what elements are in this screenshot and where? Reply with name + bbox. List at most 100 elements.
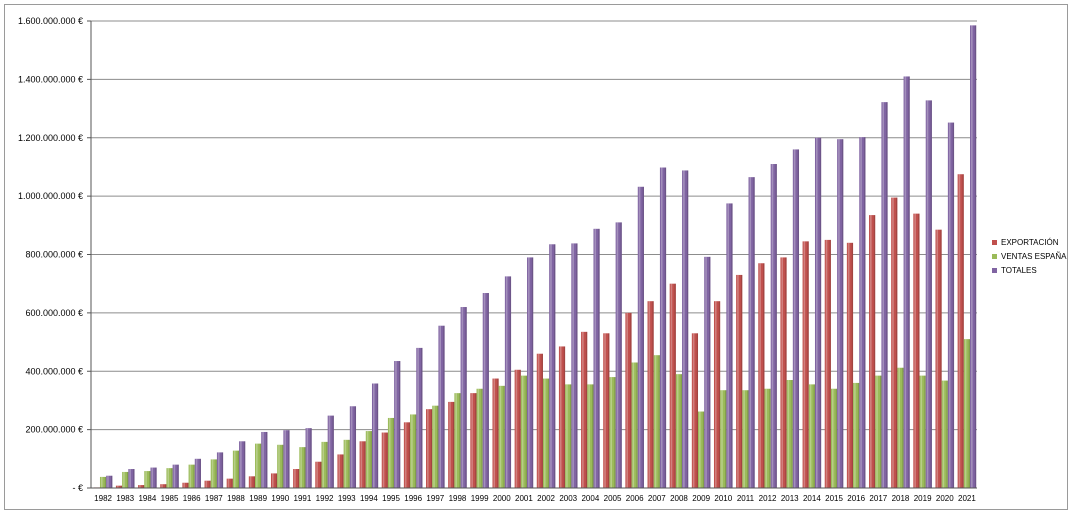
- bar-highlight: [338, 454, 341, 488]
- x-tick-label: 1985: [161, 494, 179, 503]
- bar-highlight: [870, 215, 872, 489]
- bar-ventas-espa-a-1988: [232, 450, 240, 488]
- bar-highlight: [316, 461, 318, 488]
- bar-body: [371, 383, 379, 488]
- x-tick-label: 1992: [316, 494, 334, 503]
- bar-highlight: [737, 274, 739, 488]
- bar-shade: [686, 170, 689, 488]
- legend-swatch: [992, 268, 997, 273]
- bar-body: [527, 257, 534, 488]
- bar-totales-2014: [814, 137, 822, 488]
- bar-ventas-espa-a-1999: [476, 388, 483, 488]
- x-tick-label: 1999: [471, 494, 489, 503]
- x-tick-label: 1987: [205, 494, 223, 503]
- bar-exportaci-n-2015: [824, 239, 831, 488]
- bar-shade: [364, 441, 366, 488]
- x-tick-label: 1997: [426, 494, 444, 503]
- bar-body: [454, 393, 461, 488]
- bar-exportaci-n-1991: [293, 469, 300, 488]
- bar-shade: [332, 415, 334, 488]
- bar-shade: [962, 174, 964, 488]
- bar-shade: [120, 485, 123, 488]
- bar-highlight: [660, 167, 663, 489]
- bar-exportaci-n-1996: [403, 422, 411, 488]
- bar-shade: [370, 431, 372, 488]
- bar-highlight: [847, 242, 850, 488]
- bar-shade: [215, 459, 217, 488]
- bar-highlight: [588, 384, 590, 488]
- bar-totales-2003: [571, 243, 578, 488]
- bar-ventas-espa-a-2003: [565, 384, 572, 488]
- bar-ventas-espa-a-1997: [432, 405, 439, 488]
- bar-shade: [525, 375, 528, 488]
- y-tick-label: 600.000.000 €: [25, 308, 83, 318]
- bar-exportaci-n-2017: [869, 215, 876, 489]
- x-tick-label: 1989: [249, 494, 267, 503]
- bar-body: [837, 139, 844, 488]
- bar-body: [305, 428, 312, 488]
- x-tick-label: 2008: [670, 494, 688, 503]
- bar-highlight: [477, 388, 480, 488]
- bar-body: [748, 177, 755, 488]
- bar-shade: [614, 377, 616, 488]
- bar-shade: [829, 239, 831, 488]
- bar-ventas-espa-a-2009: [698, 411, 705, 488]
- bar-shade: [819, 137, 822, 488]
- bar-shade: [475, 393, 477, 488]
- bar-highlight: [815, 137, 818, 488]
- bar-body: [814, 137, 822, 488]
- bar-shade: [785, 257, 787, 488]
- bar-body: [482, 293, 489, 488]
- bar-body: [603, 333, 610, 488]
- bar-highlight: [831, 388, 834, 488]
- bar-shade: [880, 375, 882, 488]
- bar-shade: [851, 242, 854, 488]
- bar-totales-2008: [682, 170, 689, 488]
- bar-highlight: [240, 441, 242, 488]
- bar-highlight: [971, 25, 973, 489]
- bar-highlight: [455, 393, 457, 488]
- bar-highlight: [328, 415, 331, 488]
- bar-highlight: [936, 229, 939, 489]
- bar-shade: [541, 353, 543, 488]
- bar-highlight: [654, 355, 657, 488]
- bar-body: [283, 430, 290, 488]
- bar-highlight: [129, 469, 131, 488]
- bar-totales-2006: [637, 186, 644, 488]
- bar-shade: [193, 464, 195, 488]
- bar-body: [299, 447, 306, 488]
- x-tick-label: 2019: [914, 494, 932, 503]
- bar-body: [581, 331, 588, 488]
- x-tick-label: 2004: [581, 494, 599, 503]
- bar-highlight: [892, 197, 894, 488]
- bar-totales-2021: [970, 25, 977, 489]
- bar-highlight: [594, 228, 597, 488]
- bar-shade: [266, 431, 268, 488]
- bar-body: [349, 406, 357, 488]
- bar-shade: [886, 102, 888, 489]
- bar-body: [970, 25, 977, 489]
- bar-shade: [177, 464, 179, 488]
- bar-body: [565, 384, 572, 488]
- bar-highlight: [439, 325, 442, 488]
- bar-totales-2004: [593, 228, 600, 488]
- bar-exportaci-n-1983: [115, 485, 123, 488]
- gridlines: [91, 20, 977, 431]
- bar-series: [93, 25, 977, 489]
- bar-exportaci-n-2016: [846, 242, 854, 488]
- bar-highlight: [809, 384, 812, 488]
- bar-body: [160, 484, 167, 488]
- bar-body: [520, 375, 528, 488]
- bar-exportaci-n-1994: [359, 441, 366, 488]
- bar-totales-2010: [726, 203, 733, 488]
- bar-highlight: [914, 213, 916, 488]
- x-tick-label: 2010: [714, 494, 732, 503]
- bar-highlight: [322, 441, 325, 488]
- bar-body: [558, 346, 566, 488]
- x-tick-label: 2016: [847, 494, 865, 503]
- bar-body: [277, 444, 284, 488]
- bar-ventas-espa-a-1986: [188, 464, 195, 488]
- bar-ventas-espa-a-1982: [99, 476, 107, 488]
- x-tick-label: 1982: [94, 494, 112, 503]
- bar-highlight: [449, 401, 451, 488]
